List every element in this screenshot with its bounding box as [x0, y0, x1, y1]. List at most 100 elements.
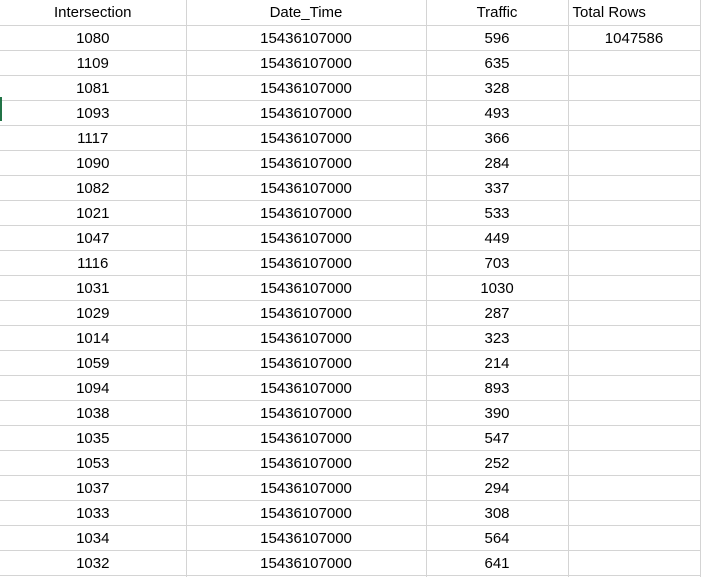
cell-date-time[interactable]: 15436107000 — [186, 150, 427, 176]
cell-traffic[interactable]: 533 — [426, 200, 569, 226]
cell-traffic[interactable]: 547 — [426, 425, 569, 451]
cell-intersection[interactable]: 1021 — [0, 200, 187, 226]
cell-total-rows[interactable]: 1047586 — [568, 25, 701, 51]
cell-intersection[interactable]: 1082 — [0, 175, 187, 201]
cell-date-time[interactable]: 15436107000 — [186, 75, 427, 101]
cell-total-rows[interactable] — [568, 75, 701, 101]
cell-total-rows[interactable] — [568, 575, 701, 577]
cell-total-rows[interactable] — [568, 50, 701, 76]
cell-intersection[interactable]: 1035 — [0, 425, 187, 451]
cell-total-rows[interactable] — [568, 275, 701, 301]
cell-date-time[interactable]: 15436107000 — [186, 175, 427, 201]
cell-total-rows[interactable] — [568, 375, 701, 401]
cell-total-rows[interactable] — [568, 450, 701, 476]
cell-intersection[interactable]: 1037 — [0, 475, 187, 501]
cell-total-rows[interactable] — [568, 550, 701, 576]
cell-intersection[interactable]: 1036 — [0, 575, 187, 577]
cell-traffic[interactable]: 893 — [426, 375, 569, 401]
cell-intersection[interactable]: 1059 — [0, 350, 187, 376]
cell-total-rows[interactable] — [568, 175, 701, 201]
cell-date-time[interactable]: 15436107000 — [186, 275, 427, 301]
cell-date-time[interactable]: 15436107000 — [186, 300, 427, 326]
table-row: 1034 15436107000 564 — [0, 525, 701, 551]
cell-total-rows[interactable] — [568, 300, 701, 326]
cell-date-time[interactable]: 15436107000 — [186, 500, 427, 526]
cell-total-rows[interactable] — [568, 475, 701, 501]
cell-total-rows[interactable] — [568, 150, 701, 176]
table-row: 1038 15436107000 390 — [0, 400, 701, 426]
cell-traffic[interactable]: 564 — [426, 525, 569, 551]
cell-intersection[interactable]: 1014 — [0, 325, 187, 351]
cell-traffic[interactable]: 892 — [426, 575, 569, 577]
header-intersection[interactable]: Intersection — [0, 0, 187, 26]
cell-intersection[interactable]: 1080 — [0, 25, 187, 51]
cell-traffic[interactable]: 366 — [426, 125, 569, 151]
header-total-rows[interactable]: Total Rows — [568, 0, 701, 26]
cell-intersection[interactable]: 1029 — [0, 300, 187, 326]
cell-traffic[interactable]: 252 — [426, 450, 569, 476]
cell-traffic[interactable]: 294 — [426, 475, 569, 501]
cell-traffic[interactable]: 596 — [426, 25, 569, 51]
cell-traffic[interactable]: 449 — [426, 225, 569, 251]
header-traffic[interactable]: Traffic — [426, 0, 569, 26]
cell-traffic[interactable]: 1030 — [426, 275, 569, 301]
cell-date-time[interactable]: 15436107000 — [186, 200, 427, 226]
cell-intersection[interactable]: 1093 — [0, 100, 187, 126]
cell-total-rows[interactable] — [568, 400, 701, 426]
cell-total-rows[interactable] — [568, 125, 701, 151]
cell-traffic[interactable]: 641 — [426, 550, 569, 576]
cell-date-time[interactable]: 15436107000 — [186, 550, 427, 576]
cell-date-time[interactable]: 15436107000 — [186, 50, 427, 76]
cell-traffic[interactable]: 635 — [426, 50, 569, 76]
cell-date-time[interactable]: 15436107000 — [186, 250, 427, 276]
cell-intersection[interactable]: 1081 — [0, 75, 187, 101]
cell-traffic[interactable]: 703 — [426, 250, 569, 276]
cell-intersection[interactable]: 1038 — [0, 400, 187, 426]
cell-date-time[interactable]: 15436107000 — [186, 475, 427, 501]
cell-date-time[interactable]: 15436107000 — [186, 125, 427, 151]
cell-date-time[interactable]: 15436107000 — [186, 525, 427, 551]
cell-intersection[interactable]: 1109 — [0, 50, 187, 76]
cell-intersection[interactable]: 1047 — [0, 225, 187, 251]
cell-intersection[interactable]: 1053 — [0, 450, 187, 476]
cell-total-rows[interactable] — [568, 200, 701, 226]
cell-total-rows[interactable] — [568, 525, 701, 551]
cell-total-rows[interactable] — [568, 500, 701, 526]
cell-traffic[interactable]: 337 — [426, 175, 569, 201]
cell-traffic[interactable]: 284 — [426, 150, 569, 176]
cell-total-rows[interactable] — [568, 325, 701, 351]
cell-intersection[interactable]: 1031 — [0, 275, 187, 301]
cell-traffic[interactable]: 214 — [426, 350, 569, 376]
cell-intersection[interactable]: 1117 — [0, 125, 187, 151]
cell-date-time[interactable]: 15436107000 — [186, 425, 427, 451]
cell-total-rows[interactable] — [568, 100, 701, 126]
cell-traffic[interactable]: 323 — [426, 325, 569, 351]
cell-intersection[interactable]: 1034 — [0, 525, 187, 551]
cell-date-time[interactable]: 15436107000 — [186, 375, 427, 401]
table-row: 1094 15436107000 893 — [0, 375, 701, 401]
cell-intersection[interactable]: 1033 — [0, 500, 187, 526]
cell-traffic[interactable]: 493 — [426, 100, 569, 126]
cell-date-time[interactable]: 15436107000 — [186, 325, 427, 351]
cell-traffic[interactable]: 390 — [426, 400, 569, 426]
cell-total-rows[interactable] — [568, 350, 701, 376]
cell-date-time[interactable]: 15436107000 — [186, 25, 427, 51]
cell-date-time[interactable]: 15436107000 — [186, 350, 427, 376]
cell-intersection[interactable]: 1090 — [0, 150, 187, 176]
cell-date-time[interactable]: 15436107000 — [186, 450, 427, 476]
cell-total-rows[interactable] — [568, 225, 701, 251]
cell-total-rows[interactable] — [568, 250, 701, 276]
cell-intersection[interactable]: 1116 — [0, 250, 187, 276]
cell-date-time[interactable]: 15436107000 — [186, 100, 427, 126]
cell-traffic[interactable]: 308 — [426, 500, 569, 526]
cell-date-time[interactable]: 15436107000 — [186, 225, 427, 251]
cell-intersection[interactable]: 1032 — [0, 550, 187, 576]
table-row: 1093 15436107000 493 — [0, 100, 701, 126]
cell-date-time[interactable]: 15436107000 — [186, 575, 427, 577]
cell-intersection[interactable]: 1094 — [0, 375, 187, 401]
cell-traffic[interactable]: 328 — [426, 75, 569, 101]
cell-traffic[interactable]: 287 — [426, 300, 569, 326]
cell-total-rows[interactable] — [568, 425, 701, 451]
header-date-time[interactable]: Date_Time — [186, 0, 427, 26]
cell-date-time[interactable]: 15436107000 — [186, 400, 427, 426]
